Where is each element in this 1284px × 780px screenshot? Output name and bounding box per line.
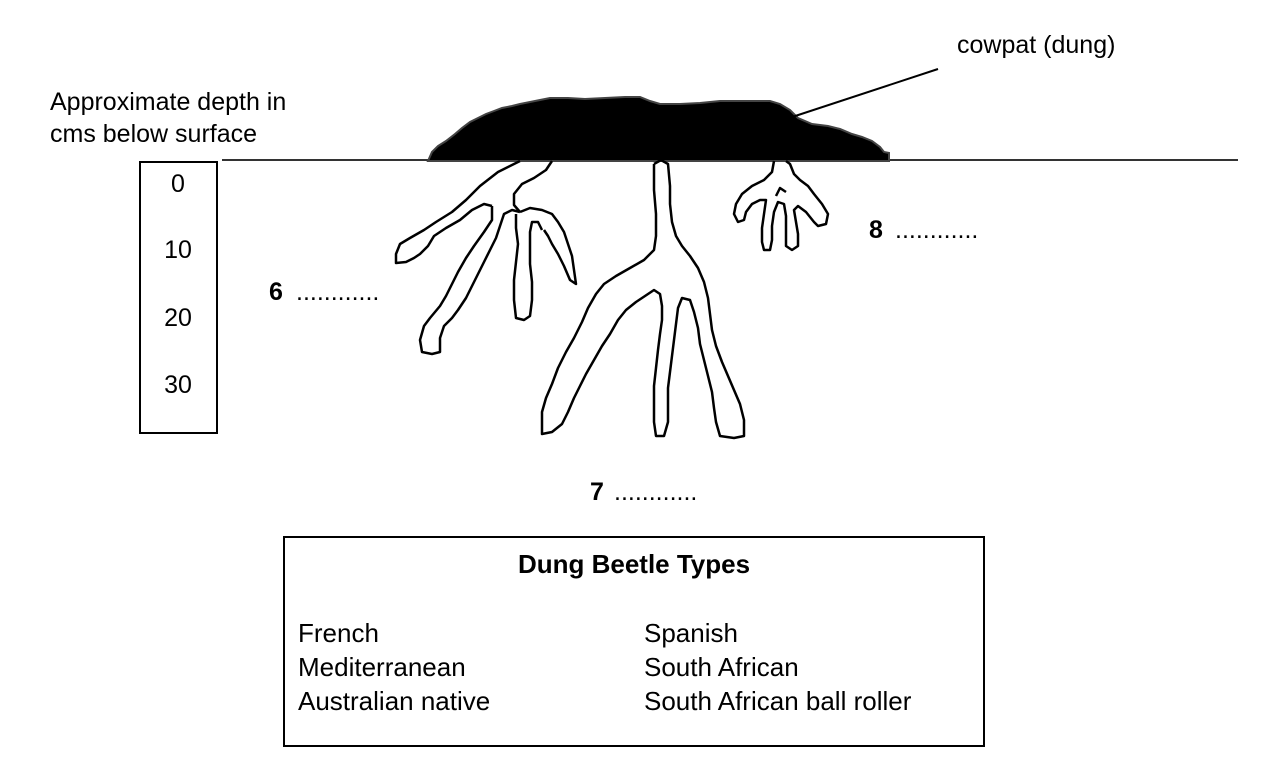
depth-scale-box <box>139 161 218 434</box>
beetle-types-legend: Dung Beetle Types French Mediterranean A… <box>283 536 985 747</box>
depth-axis-title: Approximate depth in cms below surface <box>50 86 286 150</box>
depth-tick-30: 30 <box>164 371 192 399</box>
tunnel-label-7-number: 7 <box>590 478 604 506</box>
legend-item: French <box>298 618 379 648</box>
tunnel-label-8-blank: ............ <box>895 216 978 244</box>
tunnel-7 <box>540 158 746 440</box>
tunnel-8 <box>732 160 830 252</box>
depth-tick-0: 0 <box>171 170 185 198</box>
legend-item: South African <box>644 652 799 682</box>
tunnel-6 <box>394 159 578 356</box>
depth-axis-title-line-2: cms below surface <box>50 120 258 148</box>
legend-item: Mediterranean <box>298 652 466 682</box>
legend-right-column: Spanish South African South African ball… <box>644 616 911 718</box>
legend-item: Australian native <box>298 686 491 716</box>
legend-item: South African ball roller <box>644 686 912 716</box>
cowpat-pointer-line <box>779 68 939 122</box>
tunnel-label-6-blank: ............ <box>296 278 379 306</box>
tunnel-label-6-number: 6 <box>269 278 283 306</box>
cowpat-shape <box>426 96 890 162</box>
depth-axis-title-line-1: Approximate depth in <box>50 88 287 116</box>
tunnel-label-7-blank: ............ <box>614 478 697 506</box>
depth-tick-20: 20 <box>164 304 192 332</box>
tunnel-label-8-number: 8 <box>869 216 883 244</box>
depth-tick-10: 10 <box>164 236 192 264</box>
legend-title: Dung Beetle Types <box>517 549 751 579</box>
legend-item: Spanish <box>644 618 738 648</box>
legend-left-column: French Mediterranean Australian native <box>298 616 490 718</box>
cowpat-label: cowpat (dung) <box>957 31 1115 59</box>
